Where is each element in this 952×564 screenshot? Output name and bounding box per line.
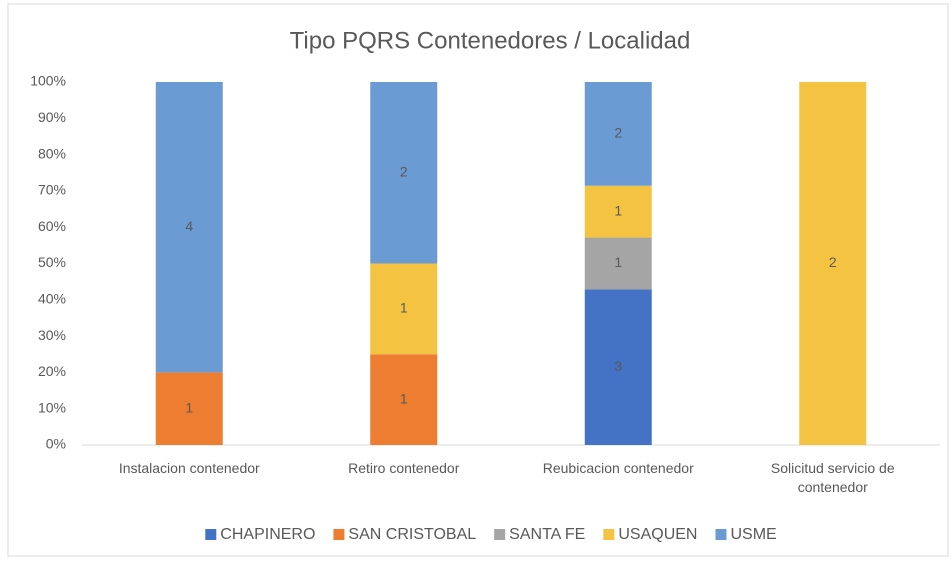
data-label: 3 — [614, 358, 622, 374]
y-tick-label: 10% — [38, 399, 66, 415]
bar-segment — [370, 82, 438, 264]
bar-segment — [584, 237, 652, 290]
legend-swatch — [494, 529, 506, 540]
y-tick-label: 90% — [38, 109, 66, 125]
x-tick-label: Solicitud servicio de contenedor — [770, 460, 895, 495]
y-tick-label: 80% — [38, 145, 66, 161]
y-tick-label: 100% — [30, 73, 66, 89]
y-tick-label: 40% — [38, 291, 66, 307]
legend-label: USAQUEN — [618, 526, 697, 543]
bar-segment — [584, 185, 652, 238]
data-label: 2 — [829, 254, 837, 270]
bar-segment — [584, 82, 652, 186]
legend-swatch — [715, 529, 727, 540]
legend-label: USME — [730, 526, 776, 543]
y-tick-label: 60% — [38, 218, 66, 234]
chart-title: Tipo PQRS Contenedores / Localidad — [290, 27, 691, 54]
bar-segment — [155, 372, 223, 445]
legend-label: CHAPINERO — [220, 526, 315, 543]
x-tick-label: Retiro contenedor — [348, 460, 460, 476]
bar-segment — [584, 289, 652, 445]
bar-segment — [370, 354, 438, 445]
x-tick-label: Instalacion contenedor — [118, 460, 260, 476]
y-tick-label: 0% — [46, 436, 66, 452]
data-label: 1 — [614, 202, 622, 218]
data-label: 1 — [400, 390, 408, 406]
y-tick-label: 50% — [38, 254, 66, 270]
x-tick-label: Reubicacion contenedor — [542, 460, 694, 476]
data-label: 1 — [400, 300, 408, 316]
y-tick-label: 30% — [38, 327, 66, 343]
legend-swatch — [333, 529, 345, 540]
data-label: 1 — [614, 254, 622, 270]
data-label: 2 — [614, 125, 622, 141]
legend-label: SANTA FE — [509, 526, 585, 543]
legend-swatch — [205, 529, 217, 540]
data-label: 1 — [185, 399, 193, 415]
legend-swatch — [603, 529, 615, 540]
bar-segment — [155, 82, 223, 373]
y-tick-label: 70% — [38, 182, 66, 198]
legend-label: SAN CRISTOBAL — [348, 526, 476, 543]
bar-segment — [799, 82, 867, 445]
data-label: 2 — [400, 163, 408, 179]
y-tick-label: 20% — [38, 363, 66, 379]
data-label: 4 — [185, 218, 193, 234]
bar-segment — [370, 263, 438, 355]
